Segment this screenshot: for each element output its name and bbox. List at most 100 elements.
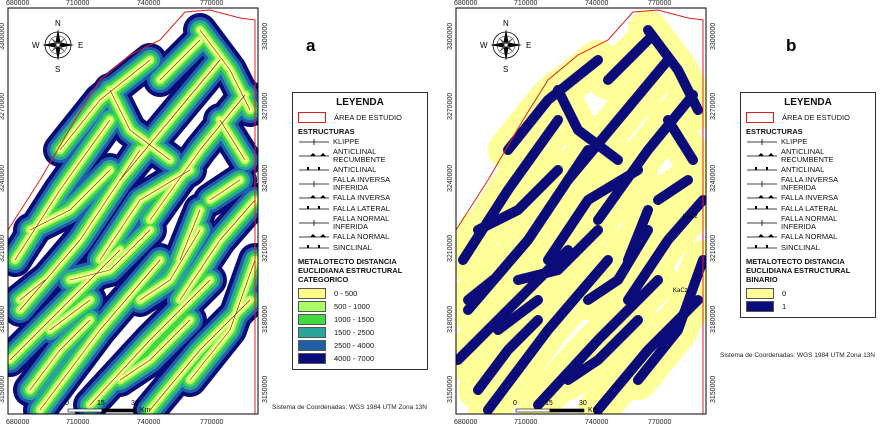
map-frame <box>7 7 259 415</box>
class-label: 1000 - 1500 <box>334 315 375 324</box>
study-area-swatch <box>746 112 774 123</box>
class-label: 500 - 1000 <box>334 302 370 311</box>
compass-e: E <box>78 41 83 50</box>
structure-label: FALLA NORMAL INFERIDA <box>333 213 389 231</box>
structure-item: FALLA NORMAL <box>298 231 422 242</box>
legend-title: LEYENDA <box>336 97 384 108</box>
y-tick: 3300000 <box>447 22 454 50</box>
structure-symbol-icon <box>746 218 778 227</box>
class-label: 1 <box>782 302 787 311</box>
x-tick: 770000 <box>200 0 224 7</box>
class-swatch <box>298 314 326 325</box>
structure-symbol-icon <box>298 218 330 227</box>
x-tick: 680000 <box>6 0 30 7</box>
classes-list: 0 - 500 500 - 1000 1000 - 1500 1500 - 2500 2… <box>298 287 422 365</box>
class-swatch <box>298 340 326 351</box>
legend-title: LEYENDA <box>784 97 832 108</box>
structure-label: FALLA INVERSA INFERIDA <box>333 174 390 192</box>
panel-a: N S E W 680000 710000 740000 770000 6800… <box>0 0 428 426</box>
structure-item: KLIPPE <box>746 136 870 147</box>
y-tick: 3210000 <box>710 234 717 262</box>
structure-symbol-icon <box>298 243 330 252</box>
structure-symbol-icon <box>746 232 778 241</box>
y-tick: 3180000 <box>262 305 269 333</box>
x-tick: 710000 <box>66 0 90 7</box>
structure-item: FALLA INVERSA INFERIDA <box>298 175 422 192</box>
structure-symbol-icon <box>746 137 778 146</box>
x-tick: 710000 <box>514 419 538 426</box>
compass-s: S <box>503 65 508 74</box>
y-tick: 3300000 <box>710 22 717 50</box>
structures-list: KLIPPE ANTICLINAL RECUMBENTE ANTICLINAL FAL… <box>298 136 422 253</box>
y-tick: 3210000 <box>262 234 269 262</box>
compass-e: E <box>526 41 531 50</box>
structures-list: KLIPPE ANTICLINAL RECUMBENTE ANTICLINAL FAL… <box>746 136 870 253</box>
y-tick: 3270000 <box>0 92 6 120</box>
scale-unit: Km <box>588 407 599 414</box>
y-tick: 3210000 <box>447 234 454 262</box>
study-area-label: ÁREA DE ESTUDIO <box>782 113 850 122</box>
class-swatch <box>298 301 326 312</box>
y-tick: 3150000 <box>447 375 454 403</box>
structure-label: ANTICLINAL <box>333 164 377 174</box>
class-item: 500 - 1000 <box>298 300 422 313</box>
panel-letter: a <box>306 36 316 55</box>
y-tick: 3150000 <box>262 375 269 403</box>
scale-bar <box>515 408 585 413</box>
structure-item: FALLA LATERAL <box>746 203 870 214</box>
y-tick: 3180000 <box>0 305 6 333</box>
structure-symbol-icon <box>746 193 778 202</box>
class-label: 2500 - 4000 <box>334 341 375 350</box>
scale-label-mid: 15 <box>97 400 105 407</box>
class-label: 0 <box>782 289 787 298</box>
x-tick: 680000 <box>454 419 478 426</box>
legend-study-area: ÁREA DE ESTUDIO <box>298 112 422 123</box>
class-item: 0 - 500 <box>298 287 422 300</box>
structure-label: FALLA LATERAL <box>781 203 838 213</box>
y-tick: 3240000 <box>447 164 454 192</box>
class-item: 1500 - 2500 <box>298 326 422 339</box>
class-swatch <box>298 353 326 364</box>
structure-label: SINCLINAL <box>333 242 372 252</box>
scale-label-0: 0 <box>65 400 69 407</box>
structures-heading: ESTRUCTURAS <box>298 127 355 136</box>
structure-label: FALLA INVERSA <box>781 192 839 202</box>
y-tick: 3240000 <box>0 164 6 192</box>
y-tick: 3180000 <box>447 305 454 333</box>
class-item: 1 <box>746 300 870 313</box>
y-tick: 3270000 <box>262 92 269 120</box>
compass-rose-icon <box>490 29 522 61</box>
structure-item: ANTICLINAL RECUMBENTE <box>746 147 870 164</box>
structure-item: FALLA INVERSA <box>298 192 422 203</box>
panel-b: N S E W KaCz KaCz 680000 710000 740000 7… <box>447 0 884 432</box>
structure-label: FALLA NORMAL <box>781 231 838 241</box>
structure-symbol-icon <box>298 179 330 188</box>
structure-item: FALLA INVERSA <box>746 192 870 203</box>
scale-label-0: 0 <box>513 400 517 407</box>
x-tick: 710000 <box>514 0 538 7</box>
study-area-label: ÁREA DE ESTUDIO <box>334 113 402 122</box>
structure-item: FALLA NORMAL INFERIDA <box>298 214 422 231</box>
class-swatch <box>746 288 774 299</box>
x-tick: 740000 <box>585 419 609 426</box>
structure-label: SINCLINAL <box>781 242 820 252</box>
compass-n: N <box>55 19 61 28</box>
compass-rose-icon <box>42 29 74 61</box>
y-tick: 3150000 <box>0 375 6 403</box>
structure-label: FALLA LATERAL <box>333 203 390 213</box>
y-tick: 3240000 <box>710 164 717 192</box>
compass-w: W <box>32 41 40 50</box>
compass-n: N <box>503 19 509 28</box>
structure-label: KLIPPE <box>781 136 808 146</box>
structure-item: KLIPPE <box>298 136 422 147</box>
structure-label: FALLA INVERSA INFERIDA <box>781 174 838 192</box>
class-swatch <box>746 301 774 312</box>
structure-symbol-icon <box>746 243 778 252</box>
structure-symbol-icon <box>746 165 778 174</box>
structure-label: FALLA NORMAL <box>333 231 390 241</box>
y-tick: 3270000 <box>447 92 454 120</box>
structure-item: FALLA INVERSA INFERIDA <box>746 175 870 192</box>
y-tick: 3180000 <box>710 305 717 333</box>
map-a: N S E W <box>7 7 259 415</box>
